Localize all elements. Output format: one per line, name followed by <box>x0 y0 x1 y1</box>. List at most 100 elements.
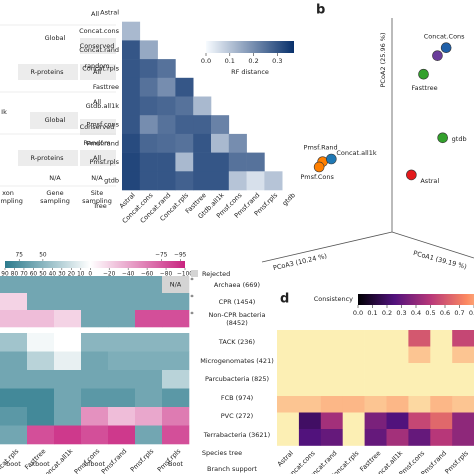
colorbar <box>206 41 294 53</box>
panel-a-boxes <box>18 38 116 166</box>
colorbar-tick-label: 50 <box>39 253 47 259</box>
heatmap-cell <box>0 388 28 408</box>
column-header: sampling <box>40 197 70 205</box>
heatmap-cell <box>228 152 247 172</box>
colorbar-tick-label: 0.2 <box>382 309 392 317</box>
heatmap-cell <box>81 276 109 294</box>
point <box>313 161 325 173</box>
cell-box <box>80 38 116 54</box>
heatmap-cell <box>408 412 431 430</box>
row-label: PVC (272) <box>220 412 254 421</box>
heatmap-cell <box>175 115 194 135</box>
row-label: TACK (236) <box>218 338 256 347</box>
heatmap-cell <box>27 407 55 426</box>
heatmap-cell <box>386 379 409 397</box>
heatmap-cell <box>81 425 109 445</box>
heatmap-cell <box>364 346 387 364</box>
heatmap-cell <box>122 59 141 79</box>
heatmap-cell <box>139 96 158 116</box>
heatmap-cell <box>430 363 453 380</box>
heatmap-cell <box>320 363 343 380</box>
point-label: Concat.all1k <box>336 149 377 157</box>
heatmap-cell <box>81 388 109 408</box>
heatmap-cell <box>430 429 453 446</box>
column-label: Pmsf.rpls <box>443 449 470 474</box>
heatmap-cell <box>157 152 176 172</box>
heatmap-cell <box>342 346 365 364</box>
heatmap-cell <box>81 370 109 389</box>
heatmap-cell <box>135 388 163 408</box>
heatmap-cell <box>0 333 28 352</box>
row-label: Gtdb.all1k <box>86 102 120 110</box>
heatmap-cell <box>193 152 212 172</box>
cell-box <box>80 64 116 80</box>
heatmap-cell <box>54 351 82 371</box>
row-label: Pmsf.cons <box>86 121 119 129</box>
row-label: Terrabacteria (3621) <box>203 430 271 439</box>
heatmap-cell <box>135 370 163 389</box>
heatmap-cell <box>430 330 453 347</box>
heatmap-cell <box>298 396 322 413</box>
heatmap-cell <box>342 396 365 413</box>
heatmap-cell <box>54 310 82 328</box>
heatmap-cell <box>27 388 55 408</box>
heatmap-cell <box>139 40 158 60</box>
colorbar-frame <box>198 33 302 79</box>
heatmap-cell <box>108 276 136 294</box>
colorbar <box>5 261 185 268</box>
colorbar-tick-label: 90 <box>1 272 9 278</box>
row-marker: * <box>190 276 194 284</box>
table-cell: N/A <box>49 174 61 182</box>
heatmap-cell <box>211 133 230 153</box>
heatmap-cell <box>342 363 365 380</box>
colorbar-tick-label: 10 <box>77 272 85 278</box>
heatmap-cell <box>386 429 409 446</box>
heatmap-cell <box>162 370 190 389</box>
heatmap-cell <box>386 346 409 364</box>
heatmap-cell <box>139 152 158 172</box>
heatmap-cell <box>81 293 109 311</box>
colorbar-label: Consistency <box>314 295 353 303</box>
branch-support-label: boot <box>6 460 21 468</box>
row-label: Microgenomates (421) <box>200 356 274 365</box>
heatmap-cell <box>193 133 212 153</box>
heatmap-cell <box>27 333 55 352</box>
heatmap-cell <box>452 396 474 413</box>
heatmap-cell <box>320 429 343 446</box>
heatmap-cell <box>175 96 194 116</box>
heatmap-cell <box>135 407 163 426</box>
colorbar-tick-label: −80 <box>160 272 173 278</box>
heatmap-cell <box>27 276 55 294</box>
cell-box <box>18 64 78 80</box>
heatmap-cell <box>298 412 322 430</box>
column-header: xon <box>2 189 14 197</box>
colorbar-label: Rejected <box>202 270 230 278</box>
colorbar-tick-label: 0.3 <box>272 57 282 65</box>
table-cell: All <box>93 68 101 76</box>
heatmap-cell <box>342 429 365 446</box>
axis-label: Species tree <box>202 449 242 457</box>
colorbar-label: RF distance <box>231 68 269 76</box>
heatmap-cell <box>135 310 163 328</box>
colorbar-tick-label: 60 <box>30 272 38 278</box>
heatmap-cell <box>108 333 136 352</box>
table-cell: Global <box>45 116 66 124</box>
table-cell: R-proteins <box>30 68 64 76</box>
cell-box <box>18 150 78 166</box>
row-label: Non-CPR bacteria (8452) <box>208 310 266 327</box>
cell-box <box>80 150 116 166</box>
point-label: Pmsf.Rand <box>304 144 338 152</box>
heatmap-cell <box>211 171 230 191</box>
axis-label: Tree <box>92 202 107 210</box>
heatmap-cell <box>277 412 300 430</box>
heatmap-cell <box>157 171 176 191</box>
heatmap-cell <box>122 96 141 116</box>
cell-box <box>30 112 78 129</box>
heatmap-cell <box>54 407 82 426</box>
row-label: Pmsf.rand <box>87 139 119 147</box>
heatmap-cell <box>162 388 190 408</box>
colorbar-tick-label: 20 <box>68 272 76 278</box>
row-label: Concat.rand <box>79 46 119 54</box>
branch-support-label: ufboot <box>84 460 105 468</box>
heatmap-cell <box>452 346 474 364</box>
